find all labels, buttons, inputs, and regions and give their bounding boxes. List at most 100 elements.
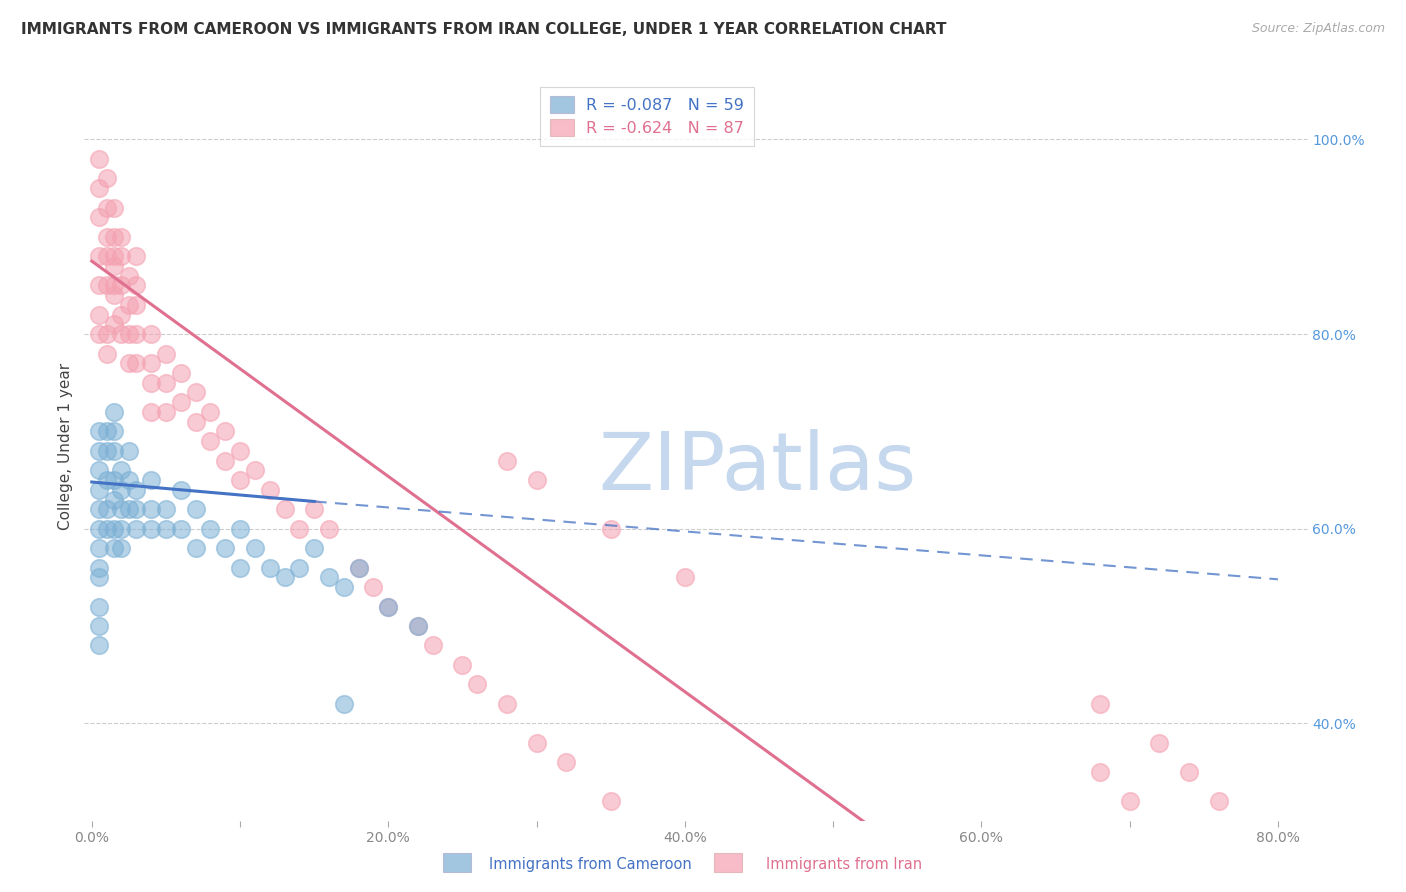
FancyBboxPatch shape xyxy=(714,853,742,872)
Point xyxy=(103,201,125,215)
Point xyxy=(110,483,132,497)
Point xyxy=(125,249,148,263)
Point xyxy=(155,405,177,419)
Point xyxy=(103,229,125,244)
Point xyxy=(422,639,444,653)
Point xyxy=(363,580,385,594)
Point xyxy=(273,502,295,516)
Point xyxy=(89,463,111,477)
Point xyxy=(673,570,696,584)
Point xyxy=(200,405,222,419)
Point xyxy=(110,541,132,556)
Point xyxy=(333,697,356,711)
Point xyxy=(139,327,162,342)
Point xyxy=(89,570,111,584)
Point xyxy=(673,853,696,867)
Point xyxy=(89,522,111,536)
Point xyxy=(243,463,266,477)
Y-axis label: College, Under 1 year: College, Under 1 year xyxy=(58,362,73,530)
Point xyxy=(89,541,111,556)
Point xyxy=(103,473,125,487)
Point xyxy=(89,211,111,225)
Point xyxy=(125,522,148,536)
Point xyxy=(155,502,177,516)
Point xyxy=(451,657,474,672)
Point xyxy=(110,522,132,536)
Point xyxy=(125,483,148,497)
Point xyxy=(118,502,141,516)
Point xyxy=(1118,794,1140,808)
Point xyxy=(302,541,325,556)
Point xyxy=(89,152,111,166)
Point xyxy=(599,794,621,808)
Point xyxy=(259,483,281,497)
Point xyxy=(96,171,118,186)
Point xyxy=(139,473,162,487)
Point xyxy=(89,278,111,293)
Point xyxy=(644,833,666,847)
Point xyxy=(184,502,207,516)
Point xyxy=(200,522,222,536)
Point xyxy=(214,425,236,439)
Point xyxy=(170,483,193,497)
Point xyxy=(184,415,207,429)
Point xyxy=(118,268,141,283)
Point xyxy=(406,619,429,633)
Point xyxy=(110,229,132,244)
Point xyxy=(318,570,340,584)
Point xyxy=(703,871,725,886)
Point xyxy=(110,308,132,322)
Point xyxy=(155,346,177,360)
Point xyxy=(89,425,111,439)
Point xyxy=(139,522,162,536)
Point xyxy=(89,483,111,497)
Point xyxy=(89,599,111,614)
Point xyxy=(125,327,148,342)
Point xyxy=(1149,736,1171,750)
Point xyxy=(155,376,177,390)
Point xyxy=(110,249,132,263)
Point xyxy=(103,443,125,458)
Point xyxy=(288,560,311,574)
Point xyxy=(118,327,141,342)
Point xyxy=(89,249,111,263)
Text: Immigrants from Iran: Immigrants from Iran xyxy=(765,857,922,872)
Point xyxy=(118,473,141,487)
Point xyxy=(103,425,125,439)
Point xyxy=(229,443,252,458)
Text: IMMIGRANTS FROM CAMEROON VS IMMIGRANTS FROM IRAN COLLEGE, UNDER 1 YEAR CORRELATI: IMMIGRANTS FROM CAMEROON VS IMMIGRANTS F… xyxy=(21,22,946,37)
Point xyxy=(184,541,207,556)
Point xyxy=(89,308,111,322)
Point xyxy=(599,522,621,536)
Text: ZIPatlas: ZIPatlas xyxy=(598,429,917,508)
Point xyxy=(526,736,548,750)
Point xyxy=(273,570,295,584)
Point xyxy=(347,560,370,574)
Point xyxy=(89,502,111,516)
Point xyxy=(200,434,222,449)
Point xyxy=(229,560,252,574)
Point xyxy=(555,756,578,770)
Point xyxy=(496,453,519,467)
Point xyxy=(110,502,132,516)
Point xyxy=(496,697,519,711)
Point xyxy=(1088,764,1111,779)
Point xyxy=(96,346,118,360)
Point xyxy=(89,443,111,458)
Point xyxy=(89,619,111,633)
Point xyxy=(377,599,399,614)
Point xyxy=(103,492,125,507)
Point xyxy=(96,425,118,439)
Point xyxy=(103,541,125,556)
Point xyxy=(103,259,125,273)
Point xyxy=(103,318,125,332)
Point xyxy=(96,201,118,215)
Point xyxy=(103,522,125,536)
Point xyxy=(465,677,488,691)
Point xyxy=(89,560,111,574)
Point xyxy=(1149,833,1171,847)
Point xyxy=(214,453,236,467)
Point xyxy=(103,405,125,419)
Point xyxy=(89,639,111,653)
Point xyxy=(229,522,252,536)
